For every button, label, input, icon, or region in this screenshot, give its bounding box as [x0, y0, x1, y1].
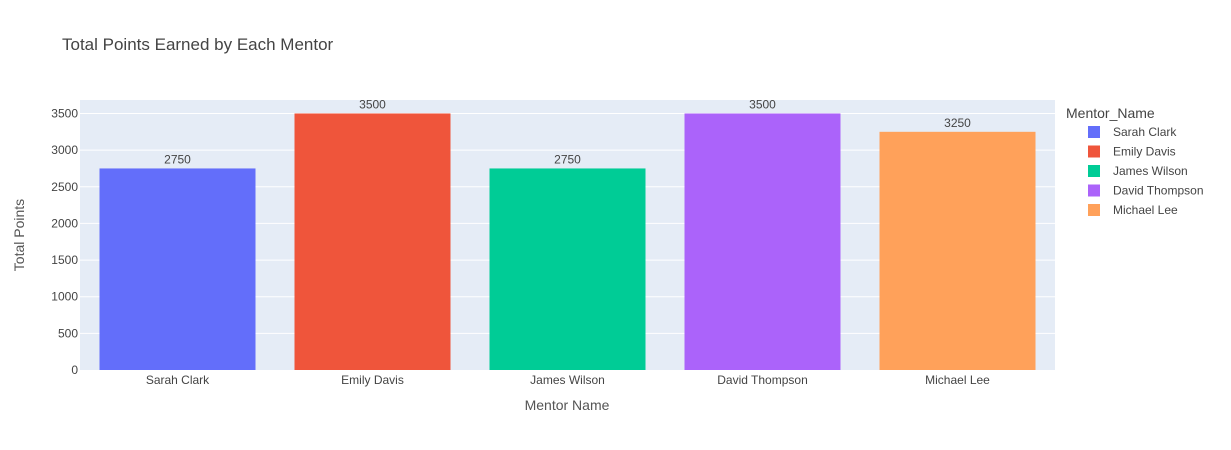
y-tick-label: 2000 [51, 216, 78, 230]
x-tick-label: Emily Davis [341, 373, 404, 387]
y-axis-title: Total Points [11, 199, 27, 271]
legend-item-james-wilson[interactable]: James Wilson [1088, 164, 1188, 178]
legend-label: David Thompson [1113, 184, 1204, 198]
x-tick-label: Michael Lee [925, 373, 990, 387]
y-tick-label: 500 [58, 326, 78, 340]
legend-label: Sarah Clark [1113, 125, 1177, 139]
data-labels-group: 2750 3500 2750 3500 3250 [164, 97, 971, 166]
x-axis-ticks: Sarah Clark Emily Davis James Wilson David … [146, 373, 990, 387]
legend-items: Sarah Clark Emily Davis James Wilson David … [1088, 125, 1204, 217]
x-axis-title: Mentor Name [525, 397, 610, 413]
y-axis-ticks: 0 500 1000 1500 2000 2500 3000 3500 [51, 106, 78, 377]
bar-emily-davis[interactable] [294, 113, 451, 370]
chart-title: Total Points Earned by Each Mentor [62, 35, 334, 54]
y-tick-label: 3000 [51, 143, 78, 157]
legend-swatch [1088, 126, 1100, 138]
y-tick-label: 1000 [51, 290, 78, 304]
legend-swatch [1088, 184, 1100, 197]
legend-item-emily-davis[interactable]: Emily Davis [1088, 145, 1176, 159]
legend-item-david-thompson[interactable]: David Thompson [1088, 184, 1204, 198]
x-tick-label: Sarah Clark [146, 373, 210, 387]
bar-value-label: 3500 [359, 97, 386, 111]
bar-value-label: 3250 [944, 116, 971, 130]
legend-label: James Wilson [1113, 164, 1188, 178]
x-tick-label: James Wilson [530, 373, 605, 387]
legend-item-sarah-clark[interactable]: Sarah Clark [1088, 125, 1177, 139]
legend-swatch [1088, 204, 1100, 216]
bar-james-wilson[interactable] [489, 168, 646, 370]
bar-value-label: 2750 [164, 152, 191, 166]
y-tick-label: 1500 [51, 253, 78, 267]
legend-item-michael-lee[interactable]: Michael Lee [1088, 203, 1178, 217]
legend-label: Michael Lee [1113, 203, 1178, 217]
bar-michael-lee[interactable] [879, 131, 1036, 370]
y-tick-label: 0 [71, 363, 78, 377]
legend-swatch [1088, 165, 1100, 177]
bar-sarah-clark[interactable] [99, 168, 256, 370]
y-tick-label: 3500 [51, 106, 78, 120]
legend-swatch [1088, 145, 1100, 158]
legend-title: Mentor_Name [1066, 105, 1155, 121]
x-tick-label: David Thompson [717, 373, 808, 387]
bar-value-label: 2750 [554, 152, 581, 166]
legend: Mentor_Name Sarah Clark Emily Davis James … [1066, 105, 1204, 217]
bars-group [99, 113, 1036, 370]
y-tick-label: 2500 [51, 180, 78, 194]
bar-david-thompson[interactable] [684, 113, 841, 370]
legend-label: Emily Davis [1113, 145, 1176, 159]
bar-value-label: 3500 [749, 97, 776, 111]
